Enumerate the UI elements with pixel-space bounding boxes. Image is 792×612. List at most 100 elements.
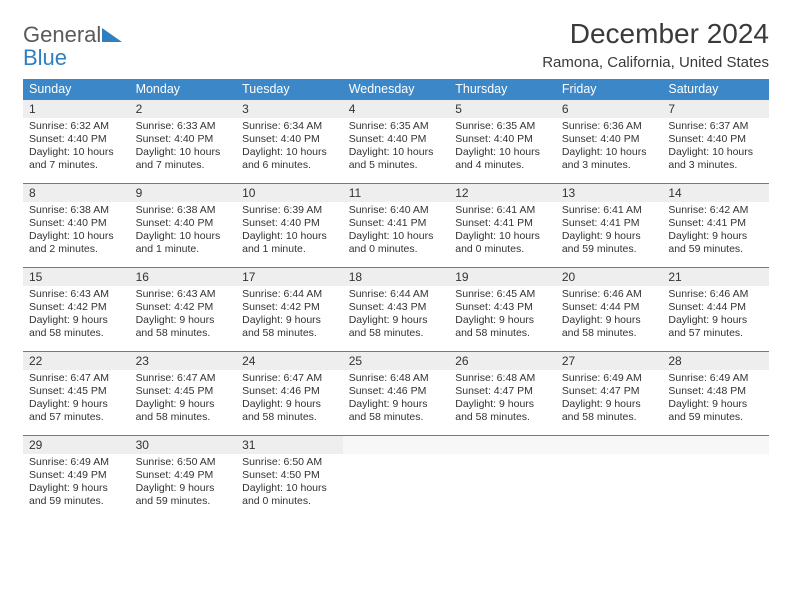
day-number: 3 <box>236 100 343 118</box>
sunset-text: Sunset: 4:42 PM <box>242 301 337 314</box>
sunrise-text: Sunrise: 6:35 AM <box>349 120 444 133</box>
sunset-text: Sunset: 4:47 PM <box>455 385 550 398</box>
empty-cell <box>449 436 556 454</box>
daylight-text: Daylight: 10 hours and 2 minutes. <box>29 230 124 256</box>
day-cell: Sunrise: 6:35 AMSunset: 4:40 PMDaylight:… <box>449 118 556 184</box>
empty-cell <box>343 436 450 454</box>
daylight-text: Daylight: 10 hours and 3 minutes. <box>562 146 657 172</box>
daylight-text: Daylight: 9 hours and 58 minutes. <box>455 314 550 340</box>
day-cell: Sunrise: 6:45 AMSunset: 4:43 PMDaylight:… <box>449 286 556 352</box>
day-number: 1 <box>23 100 130 118</box>
day-cell: Sunrise: 6:48 AMSunset: 4:47 PMDaylight:… <box>449 370 556 436</box>
day-cell: Sunrise: 6:46 AMSunset: 4:44 PMDaylight:… <box>556 286 663 352</box>
day-cell: Sunrise: 6:43 AMSunset: 4:42 PMDaylight:… <box>23 286 130 352</box>
daylight-text: Daylight: 9 hours and 59 minutes. <box>136 482 231 508</box>
sunrise-text: Sunrise: 6:33 AM <box>136 120 231 133</box>
day-cell: Sunrise: 6:42 AMSunset: 4:41 PMDaylight:… <box>662 202 769 268</box>
day-number: 8 <box>23 184 130 202</box>
day-number: 22 <box>23 352 130 370</box>
day-body-row: Sunrise: 6:49 AM Sunset: 4:49 PMDaylight:… <box>23 454 769 520</box>
empty-cell <box>662 454 769 520</box>
daylight-text: Daylight: 9 hours and 57 minutes. <box>668 314 763 340</box>
daylight-text: Daylight: 9 hours and 57 minutes. <box>29 398 124 424</box>
sunset-text: Sunset: 4:45 PM <box>136 385 231 398</box>
sunrise-text: Sunrise: 6:43 AM <box>29 288 124 301</box>
sunrise-text: Sunrise: 6:50 AM <box>136 456 231 469</box>
day-cell: Sunrise: 6:37 AMSunset: 4:40 PMDaylight:… <box>662 118 769 184</box>
day-cell: Sunrise: 6:47 AMSunset: 4:45 PMDaylight:… <box>23 370 130 436</box>
sunset-text: Sunset: 4:43 PM <box>455 301 550 314</box>
sunset-text: Sunset: 4:43 PM <box>349 301 444 314</box>
weekday-header-row: Sunday Monday Tuesday Wednesday Thursday… <box>23 79 769 100</box>
day-body-row: Sunrise: 6:47 AMSunset: 4:45 PMDaylight:… <box>23 370 769 436</box>
sunrise-text: Sunrise: 6:36 AM <box>562 120 657 133</box>
day-number: 2 <box>130 100 237 118</box>
day-number: 13 <box>556 184 663 202</box>
day-body-row: Sunrise: 6:43 AMSunset: 4:42 PMDaylight:… <box>23 286 769 352</box>
sunrise-text: Sunrise: 6:41 AM <box>562 204 657 217</box>
empty-cell <box>662 436 769 454</box>
day-cell: Sunrise: 6:35 AMSunset: 4:40 PMDaylight:… <box>343 118 450 184</box>
day-cell: Sunrise: 6:47 AMSunset: 4:45 PMDaylight:… <box>130 370 237 436</box>
daylight-text: Daylight: 10 hours and 3 minutes. <box>668 146 763 172</box>
sunset-text: Sunset: 4:49 PM <box>136 469 231 482</box>
sunrise-text: Sunrise: 6:38 AM <box>136 204 231 217</box>
day-number: 29 <box>23 436 130 454</box>
sunrise-text: Sunrise: 6:49 AM <box>668 372 763 385</box>
day-number: 19 <box>449 268 556 286</box>
daylight-text: Daylight: 10 hours and 1 minute. <box>242 230 337 256</box>
day-number: 23 <box>130 352 237 370</box>
day-number: 7 <box>662 100 769 118</box>
day-number: 4 <box>343 100 450 118</box>
sunset-text: Sunset: 4:45 PM <box>29 385 124 398</box>
sunset-text: Sunset: 4:42 PM <box>29 301 124 314</box>
day-number: 21 <box>662 268 769 286</box>
sunrise-text: Sunrise: 6:49 AM <box>29 456 124 469</box>
sunrise-text: Sunrise: 6:43 AM <box>136 288 231 301</box>
day-number: 11 <box>343 184 450 202</box>
day-number: 27 <box>556 352 663 370</box>
sunrise-text: Sunrise: 6:45 AM <box>455 288 550 301</box>
sunset-text: Sunset: 4:50 PM <box>242 469 337 482</box>
sunset-text: Sunset: 4:40 PM <box>136 133 231 146</box>
sunrise-text: Sunrise: 6:50 AM <box>242 456 337 469</box>
daylight-text: Daylight: 9 hours and 58 minutes. <box>349 398 444 424</box>
day-cell: Sunrise: 6:46 AMSunset: 4:44 PMDaylight:… <box>662 286 769 352</box>
logo-text-general: General <box>23 22 101 47</box>
day-number-row: 1234567 <box>23 100 769 118</box>
sunrise-text: Sunrise: 6:38 AM <box>29 204 124 217</box>
daylight-text: Daylight: 9 hours and 58 minutes. <box>242 398 337 424</box>
logo-triangle-icon <box>102 28 122 42</box>
empty-cell <box>449 454 556 520</box>
day-cell: Sunrise: 6:44 AMSunset: 4:43 PMDaylight:… <box>343 286 450 352</box>
day-cell: Sunrise: 6:49 AMSunset: 4:47 PMDaylight:… <box>556 370 663 436</box>
day-body-row: Sunrise: 6:32 AMSunset: 4:40 PMDaylight:… <box>23 118 769 184</box>
weekday-header: Wednesday <box>343 79 450 100</box>
sunrise-text: Sunrise: 6:42 AM <box>668 204 763 217</box>
day-number: 18 <box>343 268 450 286</box>
sunrise-text: Sunrise: 6:49 AM <box>562 372 657 385</box>
daylight-text: Daylight: 9 hours and 58 minutes. <box>455 398 550 424</box>
sunset-text: Sunset: 4:41 PM <box>455 217 550 230</box>
day-number-row: 293031 <box>23 436 769 454</box>
sunrise-text: Sunrise: 6:41 AM <box>455 204 550 217</box>
day-cell: Sunrise: 6:49 AMSunset: 4:49 PMDaylight:… <box>23 454 130 520</box>
sunset-text: Sunset: 4:40 PM <box>455 133 550 146</box>
sunrise-text: Sunrise: 6:34 AM <box>242 120 337 133</box>
title-block: December 2024 Ramona, California, United… <box>542 18 769 71</box>
empty-cell <box>556 454 663 520</box>
day-number: 17 <box>236 268 343 286</box>
sunset-text: Sunset: 4:42 PM <box>136 301 231 314</box>
day-cell: Sunrise: 6:38 AMSunset: 4:40 PMDaylight:… <box>130 202 237 268</box>
sunset-text: Sunset: 4:46 PM <box>242 385 337 398</box>
sunset-text: Sunset: 4:41 PM <box>562 217 657 230</box>
weekday-header: Tuesday <box>236 79 343 100</box>
sunset-text: Sunset: 4:40 PM <box>349 133 444 146</box>
day-number-row: 15161718192021 <box>23 268 769 286</box>
sunrise-text: Sunrise: 6:40 AM <box>349 204 444 217</box>
day-number: 20 <box>556 268 663 286</box>
weekday-header: Thursday <box>449 79 556 100</box>
day-number-row: 891011121314 <box>23 184 769 202</box>
sunset-text: Sunset: 4:40 PM <box>562 133 657 146</box>
day-body-row: Sunrise: 6:38 AMSunset: 4:40 PMDaylight:… <box>23 202 769 268</box>
